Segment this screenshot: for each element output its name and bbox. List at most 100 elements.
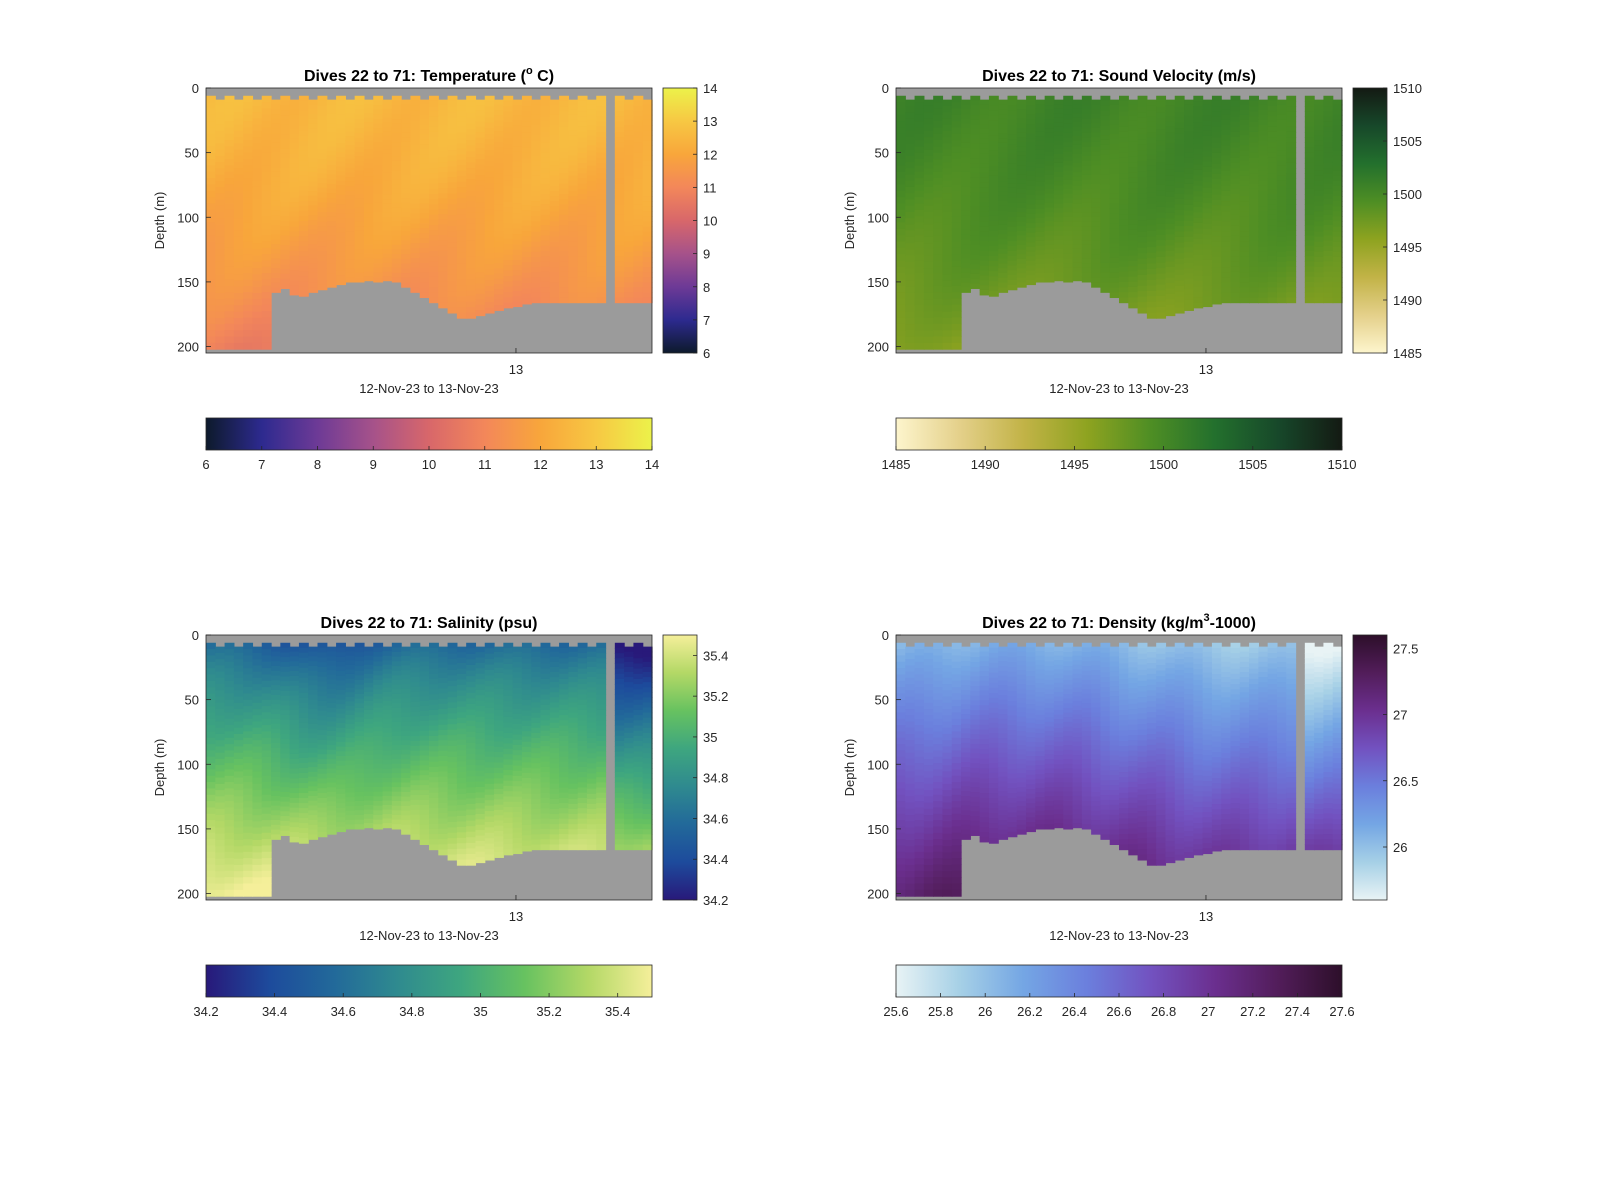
- y-tick-label: 100: [867, 210, 889, 225]
- profile-cell: [1063, 221, 1074, 227]
- profile-cell: [540, 199, 551, 205]
- profile-cell: [1044, 216, 1055, 222]
- dive-profile: [1026, 95, 1036, 286]
- profile-cell: [1304, 178, 1315, 185]
- profile-cell: [1146, 203, 1157, 210]
- profile-cell: [224, 228, 235, 236]
- profile-cell: [1109, 129, 1120, 135]
- profile-cell: [1063, 253, 1074, 260]
- profile-cell: [1332, 216, 1343, 222]
- profile-cell: [391, 216, 402, 222]
- profile-cell: [289, 685, 300, 692]
- profile-cell: [1007, 139, 1018, 145]
- profile-cell: [1156, 245, 1167, 252]
- profile-cell: [447, 112, 458, 119]
- profile-cell: [1221, 251, 1232, 258]
- profile-cell: [252, 324, 263, 332]
- profile-cell: [410, 755, 421, 762]
- profile-cell: [401, 791, 412, 798]
- profile-cell: [549, 231, 560, 238]
- profile-cell: [326, 796, 337, 802]
- profile-cell: [475, 288, 486, 295]
- profile-cell: [1258, 190, 1269, 197]
- profile-cell: [261, 820, 272, 828]
- profile-cell: [280, 230, 291, 236]
- profile-cell: [215, 137, 226, 144]
- profile-cell: [1035, 227, 1046, 233]
- profile-cell: [410, 667, 421, 673]
- profile-cell: [1063, 235, 1074, 241]
- profile-cell: [1193, 201, 1204, 208]
- profile-cell: [1230, 152, 1241, 159]
- profile-cell: [1146, 116, 1157, 123]
- profile-cell: [1072, 172, 1083, 178]
- profile-cell: [1323, 235, 1334, 242]
- profile-cell: [905, 205, 916, 213]
- profile-cell: [494, 178, 504, 185]
- profile-cell: [923, 230, 934, 238]
- profile-cell: [521, 225, 532, 232]
- profile-cell: [896, 298, 906, 306]
- profile-cell: [577, 214, 588, 221]
- profile-cell: [308, 728, 319, 734]
- profile-cell: [614, 157, 625, 164]
- profile-cell: [308, 239, 319, 245]
- profile-cell: [252, 702, 263, 710]
- profile-cell: [215, 274, 226, 282]
- profile-cell: [466, 284, 477, 291]
- profile-cell: [373, 174, 384, 181]
- profile-cell: [252, 646, 263, 654]
- profile-cell: [373, 647, 384, 653]
- profile-cell: [1249, 287, 1259, 293]
- profile-cell: [252, 796, 263, 804]
- profile-cell: [1128, 104, 1139, 111]
- profile-cell: [345, 692, 356, 698]
- profile-cell: [382, 646, 393, 652]
- profile-cell: [905, 249, 916, 257]
- profile-cell: [1221, 150, 1232, 157]
- profile-cell: [410, 277, 421, 284]
- profile-cell: [559, 116, 569, 123]
- profile-cell: [1211, 293, 1222, 300]
- profile-cell: [429, 168, 439, 174]
- profile-cell: [243, 209, 254, 217]
- profile-cell: [1119, 173, 1129, 180]
- profile-cell: [354, 670, 365, 676]
- profile-cell: [298, 185, 309, 192]
- profile-cell: [298, 180, 309, 187]
- profile-cell: [549, 109, 560, 116]
- profile-cell: [326, 277, 337, 283]
- dive-profile: [354, 95, 365, 283]
- profile-cell: [345, 272, 356, 278]
- profile-cell: [1063, 188, 1074, 195]
- profile-cell: [1304, 183, 1315, 190]
- profile-cell: [271, 157, 281, 163]
- profile-cell: [540, 168, 551, 174]
- profile-cell: [243, 330, 254, 338]
- profile-cell: [568, 251, 579, 258]
- profile-cell: [391, 212, 402, 218]
- profile-cell: [1193, 291, 1204, 298]
- profile-cell: [224, 687, 235, 695]
- profile-cell: [961, 277, 971, 284]
- profile-cell: [484, 269, 495, 276]
- profile-cell: [503, 201, 514, 208]
- profile-cell: [224, 247, 235, 255]
- profile-cell: [280, 830, 291, 836]
- profile-cell: [326, 754, 337, 760]
- profile-cell: [382, 682, 393, 688]
- profile-cell: [1211, 121, 1222, 128]
- profile-cell: [243, 216, 254, 224]
- profile-cell: [345, 673, 356, 680]
- profile-cell: [363, 203, 374, 209]
- profile-cell: [1100, 233, 1111, 239]
- profile-cell: [345, 815, 356, 821]
- profile-cell: [1239, 99, 1250, 106]
- profile-cell: [280, 657, 291, 663]
- profile-cell: [382, 823, 393, 829]
- profile-cell: [951, 266, 962, 274]
- profile-cell: [1072, 162, 1083, 169]
- profile-cell: [614, 225, 625, 231]
- profile-cell: [988, 170, 999, 177]
- profile-cell: [298, 752, 309, 759]
